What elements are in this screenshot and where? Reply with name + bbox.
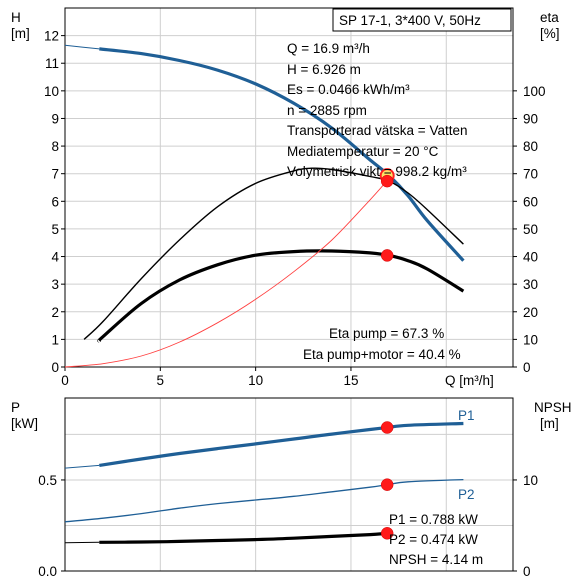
duty-info-block: Q = 16.9 m³/h H = 6.926 m Es = 0.0466 kW…	[287, 41, 467, 179]
top-y-right-label: eta	[540, 10, 559, 25]
y-right-tick-label: 90	[523, 111, 538, 126]
y-right-tick-label: 60	[523, 194, 538, 209]
duty-point	[380, 174, 394, 188]
info-line-q: Q = 16.9 m³/h	[287, 41, 370, 56]
bottom-y-right-unit: [m]	[540, 416, 559, 431]
y-left-tick-label: 3	[51, 277, 59, 292]
bottom-series-group	[64, 421, 464, 544]
y-left-tick-label: 0	[51, 360, 59, 375]
duty-point	[380, 249, 394, 262]
x-tick-label: 0	[61, 373, 69, 388]
y-right-tick-label: 80	[523, 139, 538, 154]
y-left-tick-label: 12	[44, 29, 59, 44]
y-right-tick-label: 20	[523, 305, 538, 320]
y-right-tick-label: 40	[523, 250, 538, 265]
info-line-es: Es = 0.0466 kWh/m³	[287, 82, 410, 97]
y-left-tick-label: 5	[51, 222, 59, 237]
info-line-temperature: Mediatemperatur = 20 °C	[287, 144, 439, 159]
bottom-plot-frame	[64, 397, 514, 572]
bottom-y-left-label: P	[11, 400, 20, 415]
info-line-density: Volymetrisk vikt = 998.2 kg/m³	[287, 164, 467, 179]
y-left-tick-label: 9	[51, 111, 59, 126]
series-p1-ext-line	[64, 464, 100, 469]
duty-point	[380, 478, 394, 491]
eta-pump-readout: Eta pump = 67.3 %	[329, 326, 444, 341]
info-line-n: n = 2885 rpm	[287, 103, 367, 118]
series-system-line	[64, 180, 388, 368]
series-head-line	[99, 47, 465, 262]
bottom-y-left-unit: [kW]	[11, 416, 38, 431]
series-eta-pump-line	[83, 167, 464, 340]
y-left-tick-label: 7	[51, 167, 59, 182]
y-left-tick-label: 11	[45, 56, 59, 71]
npsh-readout: NPSH = 4.14 m	[389, 552, 483, 567]
y-right-tick-label: 50	[523, 222, 538, 237]
p1-curve-label: P1	[458, 408, 475, 423]
info-line-liquid: Transporterad vätska = Vatten	[287, 123, 467, 138]
y-right-tick-label: 10	[523, 473, 538, 488]
top-plot-frame	[64, 7, 514, 368]
y-left-tick-label: 0.5	[38, 473, 57, 488]
eta-total-readout: Eta pump+motor = 40.4 %	[303, 347, 461, 362]
bottom-y-right-label: NPSH	[534, 400, 572, 415]
top-series-group	[64, 44, 465, 368]
y-left-tick-label: 2	[51, 305, 59, 320]
chart-title: SP 17-1, 3*400 V, 50Hz	[339, 13, 481, 28]
bottom-tick-labels: 0.0 0.5 0 10	[38, 473, 538, 579]
y-right-tick-label: 0	[523, 564, 531, 579]
y-right-tick-label: 100	[523, 84, 546, 99]
info-line-h: H = 6.926 m	[287, 62, 361, 77]
series-head-ext-line	[64, 44, 100, 50]
series-eta-total-line	[97, 249, 465, 343]
top-y-right-unit: [%]	[540, 26, 560, 41]
y-right-tick-label: 10	[523, 332, 538, 347]
p2-curve-label: P2	[458, 487, 475, 502]
y-right-tick-label: 0	[523, 360, 531, 375]
y-left-tick-label: 8	[51, 139, 59, 154]
duty-point	[380, 527, 394, 540]
y-right-tick-label: 30	[523, 277, 538, 292]
x-axis-label: Q [m³/h]	[445, 373, 494, 388]
x-tick-label: 10	[248, 373, 263, 388]
series-p1-line	[99, 421, 464, 467]
series-npsh-line	[99, 531, 388, 544]
x-tick-label: 15	[343, 373, 358, 388]
y-left-tick-label: 4	[51, 250, 59, 265]
y-left-tick-label: 10	[44, 84, 59, 99]
y-right-tick-label: 70	[523, 167, 538, 182]
duty-point	[380, 421, 394, 434]
top-y-left-label: H	[11, 10, 21, 25]
y-left-tick-label: 0.0	[38, 564, 57, 579]
chart-title-box	[332, 8, 512, 32]
p2-readout: P2 = 0.474 kW	[389, 532, 478, 547]
y-left-tick-label: 6	[51, 194, 59, 209]
y-left-tick-label: 1	[51, 332, 59, 347]
series-npsh-ext-line	[64, 541, 100, 544]
top-y-left-unit: [m]	[11, 26, 30, 41]
p1-readout: P1 = 0.788 kW	[389, 512, 478, 527]
x-tick-label: 5	[157, 373, 165, 388]
